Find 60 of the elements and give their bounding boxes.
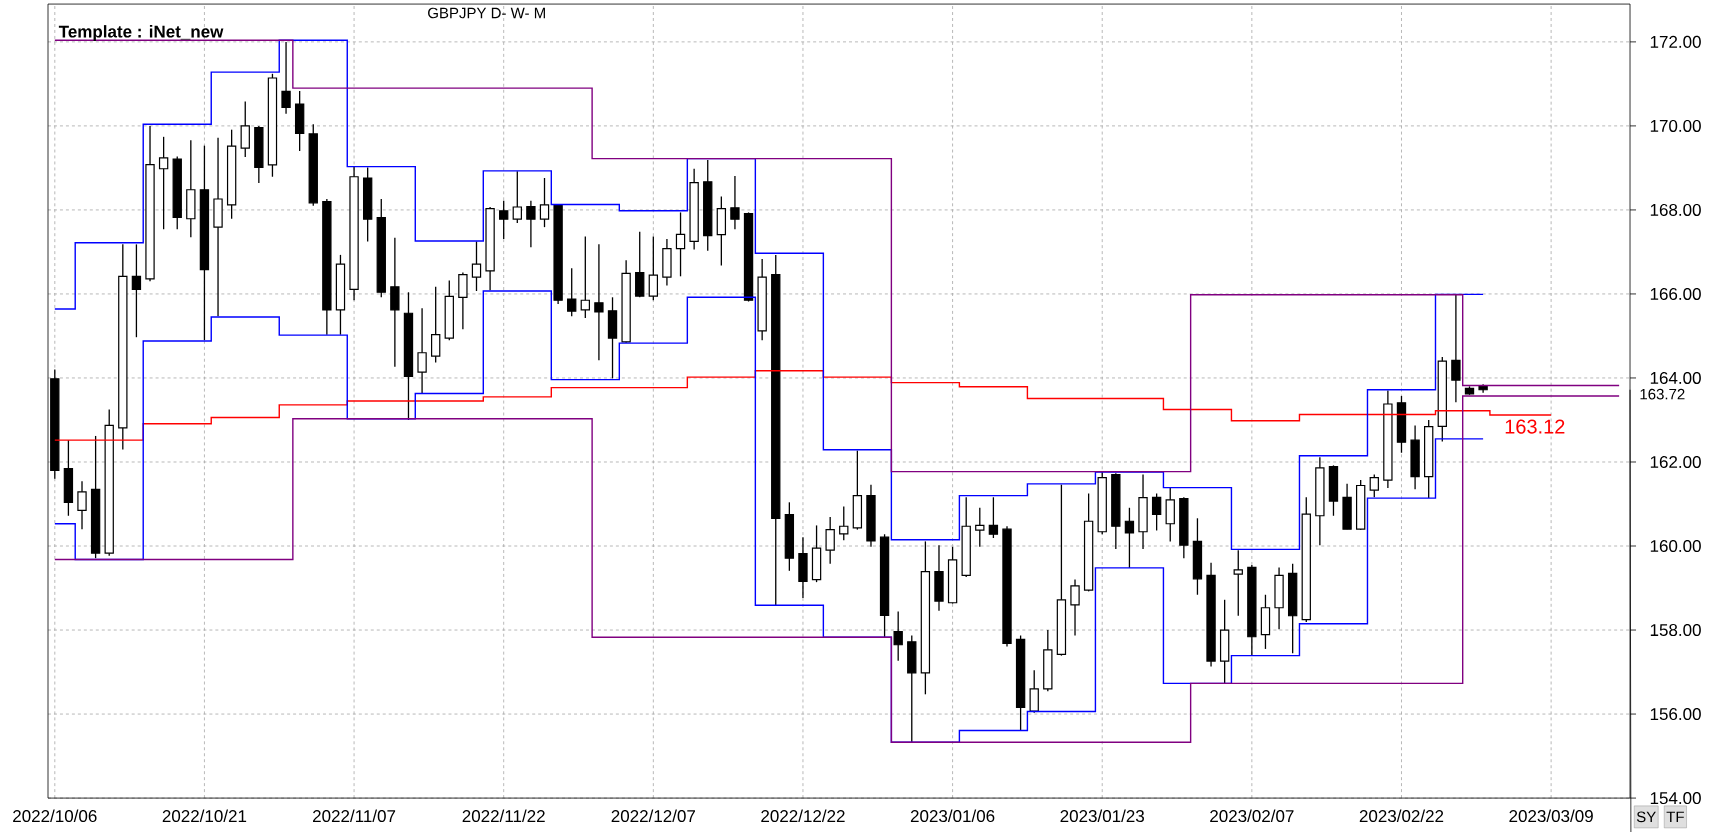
candlestick — [131, 243, 142, 338]
candlestick — [390, 237, 400, 368]
y-tick-label: 160.00 — [1650, 539, 1701, 553]
candlestick — [526, 200, 536, 248]
candlestick — [730, 175, 740, 230]
candlestick — [77, 480, 87, 530]
x-tick-label: 2022/11/07 — [313, 809, 396, 823]
y-tick-label: 162.00 — [1650, 455, 1701, 469]
x-tick-label: 2022/10/21 — [162, 809, 247, 823]
x-tick-label: 2023/02/07 — [1210, 809, 1294, 823]
text: Template : iNet_new — [58, 25, 224, 41]
candlestick — [458, 271, 468, 330]
candlestick — [1124, 507, 1135, 569]
chart-title: GBPJPY D- W- M — [428, 7, 545, 19]
candlestick — [499, 200, 509, 240]
candlestick — [1151, 492, 1162, 532]
y-tick-label: 166.00 — [1650, 287, 1701, 300]
y-tick-label: 154.00 — [1650, 792, 1701, 805]
candlestick — [635, 231, 645, 298]
candlestick — [281, 41, 291, 115]
x-tick-label: 2023/03/09 — [1509, 809, 1593, 823]
candlestick — [240, 100, 250, 158]
x-tick-label: 2023/01/23 — [1060, 809, 1144, 823]
x-tick-label: 2023/01/06 — [910, 809, 995, 823]
candlestick — [1369, 473, 1379, 498]
candlestick — [825, 516, 835, 565]
candlestick — [594, 243, 604, 361]
candlestick — [1233, 549, 1243, 617]
x-tick-label: 2023/02/22 — [1359, 809, 1444, 823]
y-tick-label: 168.00 — [1650, 203, 1701, 216]
candlestick — [512, 170, 522, 224]
candlestick — [417, 307, 427, 395]
candlestick — [1029, 669, 1039, 714]
y-tick-label: 156.00 — [1650, 708, 1701, 721]
data-label: 163.12 — [1505, 419, 1565, 434]
y-tick-label: 158.00 — [1650, 624, 1701, 637]
y-tick-label: 170.00 — [1650, 119, 1701, 132]
candlestick — [893, 610, 903, 662]
candlestick — [988, 496, 999, 539]
x-tick-label: 2022/11/22 — [462, 809, 545, 823]
candlestick — [975, 507, 985, 548]
x-tick-label: 2022/12/07 — [611, 809, 695, 823]
candlestick — [648, 235, 659, 301]
candlestick — [539, 177, 550, 228]
candlestick — [471, 240, 482, 292]
candlestick — [1165, 487, 1175, 543]
candlestick — [158, 136, 169, 230]
candlestick — [431, 286, 441, 364]
candlestick — [580, 235, 590, 319]
text: TF — [1666, 811, 1684, 823]
x-tick-label: 2022/10/06 — [13, 809, 97, 823]
candlestick — [567, 267, 577, 317]
text: 163.72 — [1640, 388, 1685, 400]
candlestick — [1451, 294, 1461, 403]
text: SY — [1636, 811, 1656, 823]
x-tick-label: 2022/12/22 — [761, 809, 845, 823]
candlestick — [675, 211, 686, 277]
candlestick — [1070, 578, 1080, 637]
y-tick-label: 172.00 — [1650, 35, 1701, 48]
y-tick-label: 164.00 — [1650, 371, 1701, 384]
